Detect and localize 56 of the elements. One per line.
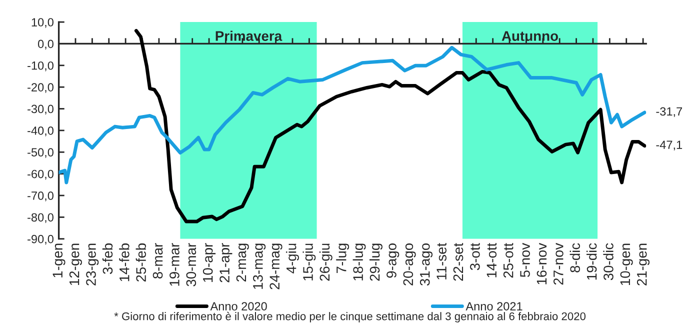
annotation: -31,7 [656,107,682,118]
x-tick-label: 13-mag [253,244,266,289]
x-tick-label: 2-mag [236,244,249,282]
y-tick-label: -80,0 [28,213,54,223]
y-tick-label: -70,0 [28,192,54,202]
band-label: Primavera [216,30,282,41]
y-tick-label: 10,0 [32,18,54,28]
text: * Giorno di riferimento è il valore medio per le cinque settimane dal 3 gennaio al 6 febbraio 2020 [114,312,586,322]
y-tick-label: 0,0 [38,40,54,50]
x-tick-label: 10-gen [620,244,633,286]
x-tick-label: 16-nov [536,242,547,284]
x-tick-label: 30-mar [186,243,196,286]
x-tick-label: 8-mar [152,243,163,279]
x-tick-label: 1-gen [52,244,66,278]
x-tick-label: 31-ago [420,243,433,286]
x-tick-label: 11-set [436,242,446,280]
x-tick-label: 22-set [453,242,464,281]
x-tick-label: 14-ott [486,242,497,278]
x-tick-label: 26-giu [319,244,332,281]
y-tick-label: -10,0 [28,61,54,72]
x-tick-label: 29-lug [370,244,382,281]
x-tick-label: 23-gen [86,244,99,286]
x-tick-label: 19-mar [170,243,180,286]
x-tick-label: 20-ago [403,243,416,286]
y-tick-label: -30,0 [28,104,54,115]
x-tick-label: 21-apr [220,243,232,282]
x-tick-label: 30-dic [603,243,614,280]
x-tick-label: 18-lug [352,244,366,280]
x-tick-label: 21-gen [636,244,650,286]
x-tick-label: 25-ott [503,242,514,278]
x-tick-label: 10-apr [202,243,216,282]
x-tick-label: 14-feb [119,243,130,282]
y-tick-label: -20,0 [28,83,54,93]
x-tick-label: 15-giu [302,244,316,280]
annotation: -47,1 [656,140,682,150]
line-series [134,28,646,224]
x-tick-label: 24-mag [270,244,282,290]
x-tick-label: 9-ago [386,243,400,278]
x-tick-label: 19-dic [586,243,597,280]
x-tick-label: 8-dic [570,243,580,272]
y-tick-label: -50,0 [28,148,54,158]
x-tick-label: 7-lug [336,244,350,274]
y-tick-label: -40,0 [28,126,54,136]
x-tick-label: 4-giu [286,244,299,274]
x-tick-label: 27-nov [553,242,564,285]
x-tick-label: 3-feb [102,243,113,274]
legend-label: Anno 2021 [466,302,522,310]
x-tick-label: 12-gen [69,244,82,286]
x-tick-label: 25-feb [136,243,146,282]
y-tick-label: -90,0 [28,234,54,245]
band-label: Autunno [502,31,558,41]
x-tick-label: 3-ott [470,242,480,270]
x-tick-label: 5-nov [520,242,530,278]
line-series [58,46,646,184]
y-tick-label: -60,0 [28,170,54,180]
legend-label: Anno 2020 [210,302,267,310]
